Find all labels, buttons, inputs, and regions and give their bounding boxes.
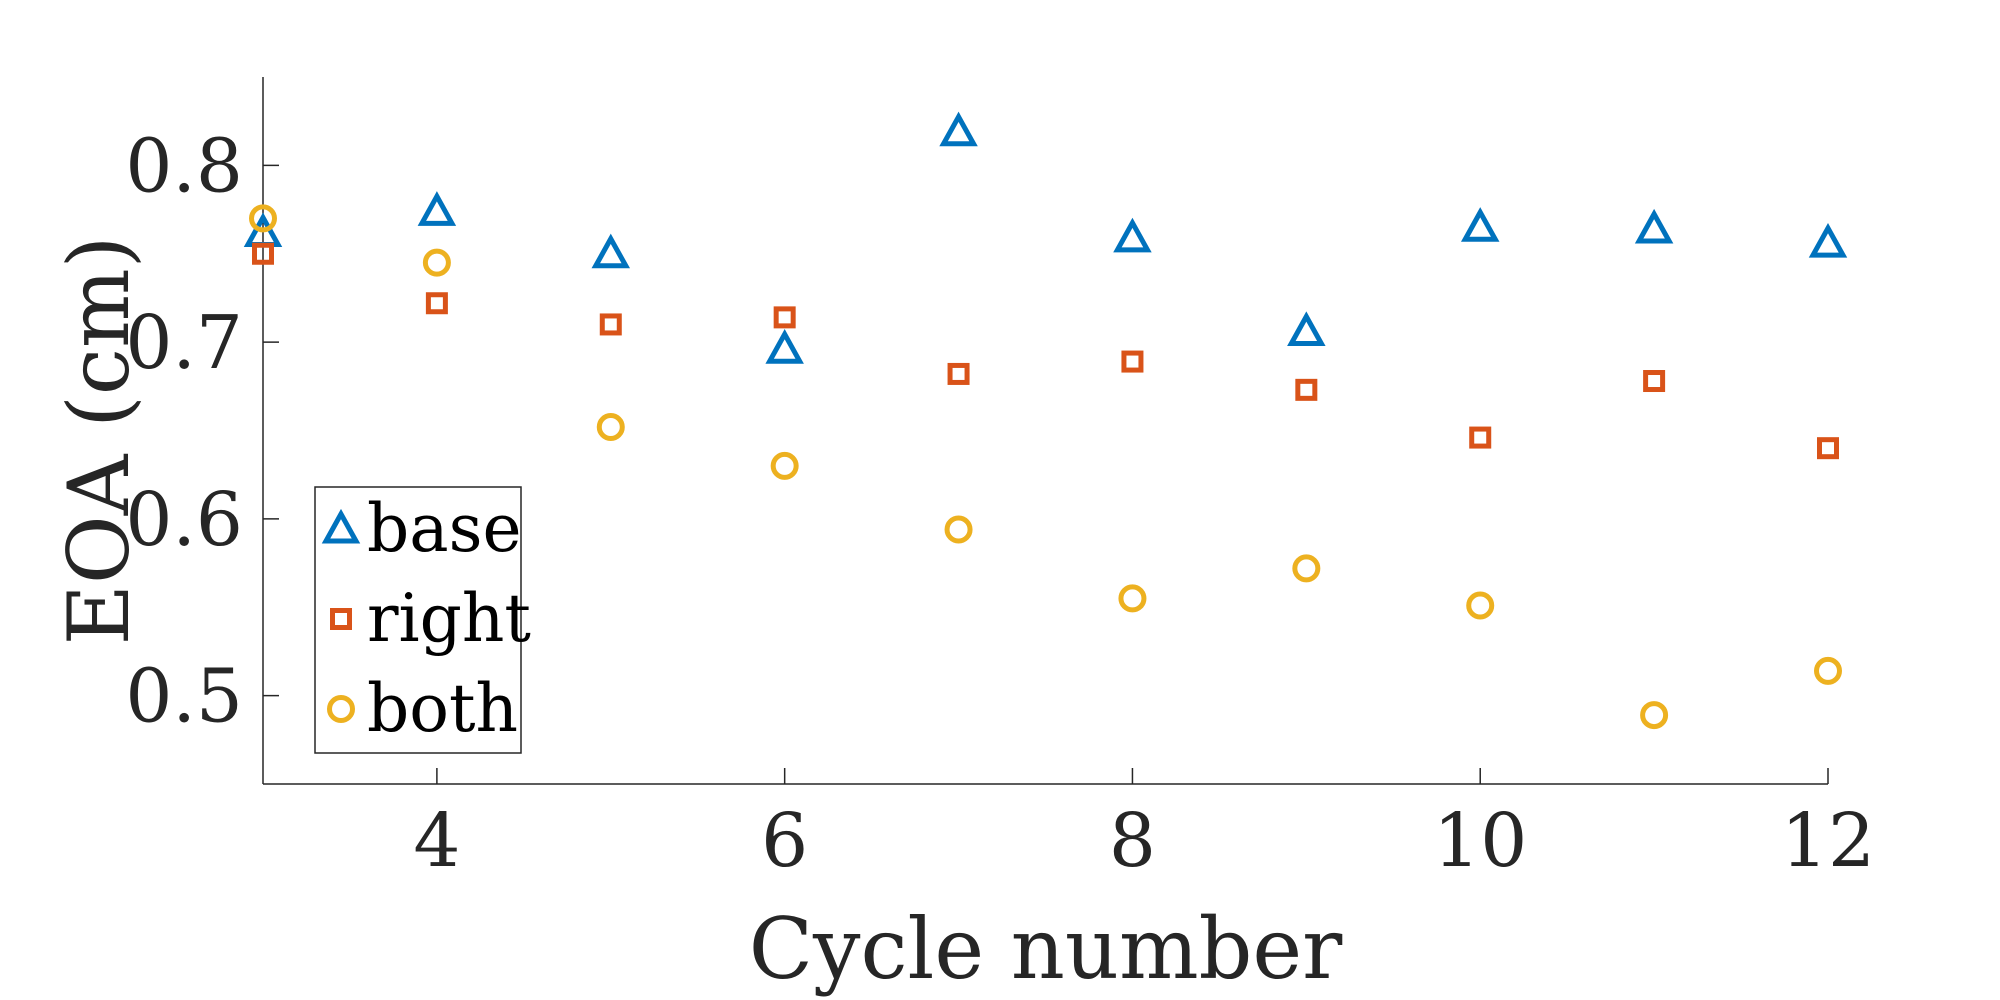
- legend-marker-both: [327, 695, 355, 723]
- marker-base: [1460, 207, 1500, 242]
- marker-both: [770, 451, 799, 480]
- y-tick-label: 0.5: [125, 654, 243, 740]
- y-tick-label: 0.7: [125, 300, 243, 386]
- legend-label-base: base: [367, 490, 522, 567]
- marker-right: [773, 306, 796, 329]
- marker-right: [1817, 437, 1839, 460]
- marker-both: [422, 248, 451, 277]
- marker-right: [1121, 350, 1144, 373]
- marker-right: [1643, 370, 1666, 393]
- legend-label-right: right: [367, 580, 531, 657]
- ticks: 0.5 0.6 0.7 0.8 4 6 8 10 12: [125, 123, 1875, 884]
- marker-right: [425, 292, 448, 315]
- marker-both: [1640, 701, 1669, 730]
- marker-both: [1118, 584, 1147, 613]
- marker-both: [596, 412, 625, 441]
- y-tick-label: 0.6: [125, 477, 243, 563]
- marker-base: [1808, 222, 1848, 258]
- marker-base: [765, 329, 804, 364]
- x-tick-label: 12: [1781, 798, 1875, 884]
- marker-base: [417, 191, 457, 226]
- legend-label-both: both: [367, 670, 518, 747]
- marker-both: [1466, 591, 1495, 620]
- marker-base: [1113, 217, 1152, 253]
- x-tick-label: 8: [1109, 798, 1156, 884]
- marker-right: [599, 313, 622, 336]
- marker-both: [944, 515, 973, 544]
- y-tick-label: 0.8: [125, 123, 243, 209]
- marker-both: [1814, 656, 1842, 685]
- y-axis-title: EOA (cm): [50, 236, 148, 646]
- marker-base: [939, 111, 978, 147]
- data-markers: [243, 111, 1848, 730]
- x-tick-label: 6: [761, 798, 808, 884]
- x-tick-label: 10: [1433, 798, 1527, 884]
- axes: [262, 77, 1828, 785]
- marker-right: [947, 362, 970, 385]
- marker-both: [1292, 554, 1321, 583]
- x-tick-label: 4: [413, 798, 460, 884]
- marker-right: [1469, 426, 1492, 449]
- marker-right: [1295, 378, 1318, 401]
- marker-right: [252, 242, 274, 265]
- legend-marker-base: [321, 508, 361, 544]
- marker-base: [591, 233, 631, 269]
- marker-base: [1634, 208, 1674, 244]
- legend-marker-right: [330, 608, 352, 630]
- legend: base right both: [314, 486, 531, 754]
- marker-both: [249, 204, 277, 233]
- x-axis-title: Cycle number: [749, 900, 1343, 998]
- marker-base: [1287, 311, 1326, 347]
